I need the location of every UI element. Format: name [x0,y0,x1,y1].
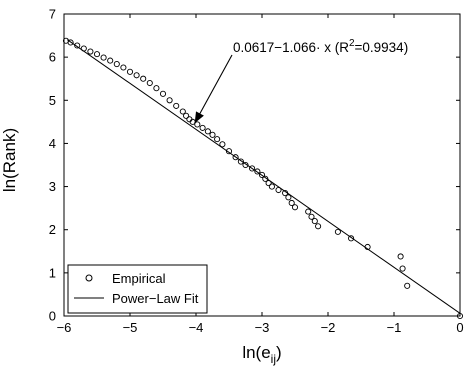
data-point [183,112,190,119]
x-axis-label-close: ) [276,343,282,362]
x-tick-label: −4 [189,320,204,335]
data-point [100,54,107,61]
data-point [315,223,322,230]
data-point [93,51,101,58]
annotation-arrow-head [194,111,204,124]
data-point [133,72,140,79]
data-point [305,208,312,215]
annotation-arrow [194,54,233,124]
x-tick-label: −5 [123,320,138,335]
data-point [275,186,282,194]
data-point [404,282,411,289]
data-point [258,171,266,178]
data-point [262,175,269,182]
data-point [194,121,201,128]
data-point [397,253,404,260]
data-point [107,57,114,64]
data-point [209,131,216,138]
legend-empirical-label: Empirical [112,271,166,286]
y-tick-label: 6 [49,50,56,65]
data-point [166,97,173,104]
x-tick-label: −6 [57,320,72,335]
data-point [67,39,74,46]
data-point [249,165,256,172]
data-point [265,180,272,187]
x-axis-label-main: ln(e [242,343,270,362]
data-point [225,148,233,155]
data-point [199,124,206,131]
data-point [219,141,226,148]
data-point [140,75,147,82]
y-tick-label: 0 [49,309,56,324]
data-point [364,243,371,251]
x-axis-label: ln(eij) [242,343,281,366]
data-point [285,194,292,201]
data-point [308,213,315,220]
x-tick-label: −1 [387,320,402,335]
data-point [120,64,127,71]
ticks: −6 −5 −4 −3 −2 −1 0 0 1 2 3 4 5 6 7 [49,7,464,336]
data-point [204,128,211,135]
data-point [179,108,186,115]
fit-annotation-end: =0.9934) [355,40,409,55]
data-point [153,85,160,92]
plot-content [62,37,464,320]
data-point [288,199,295,207]
x-axis-label-sub: ij [271,352,276,366]
fit-annotation-sup: 2 [349,38,355,49]
data-point [334,228,341,235]
y-axis-label: ln(Rank) [0,128,19,192]
y-tick-label: 7 [49,7,56,22]
legend-box [67,264,208,314]
y-tick-label: 5 [49,93,56,108]
fit-annotation: 0.0617−1.066· x (R2=0.9934) [233,38,408,55]
data-point [87,48,94,55]
y-tick-label: 1 [49,265,56,280]
fit-annotation-main: 0.0617−1.066· x (R [233,40,349,55]
data-point [268,183,275,190]
data-point [282,189,289,197]
data-point [232,154,239,161]
data-point [254,168,261,175]
data-point [74,42,81,49]
x-tick-label: 0 [456,320,463,335]
data-point [237,158,244,165]
legend-fit-label: Power−Law Fit [112,291,199,306]
data-point [113,60,120,68]
data-point [291,204,299,211]
legend: Empirical Power−Law Fit [67,264,208,314]
data-point [173,102,180,109]
data-point [399,265,406,272]
data-point [159,90,167,97]
data-point [311,218,318,225]
y-tick-label: 4 [49,136,56,151]
y-tick-label: 2 [49,222,56,237]
data-point [242,161,249,169]
y-tick-label: 3 [49,179,56,194]
data-point [146,79,153,87]
x-tick-label: −2 [321,320,336,335]
annotation-arrow-shaft [194,54,233,124]
data-point [126,68,134,75]
data-point [214,136,221,143]
x-tick-label: −3 [255,320,270,335]
data-point [80,45,87,52]
legend-empirical-marker [85,274,93,282]
data-point [348,235,355,242]
